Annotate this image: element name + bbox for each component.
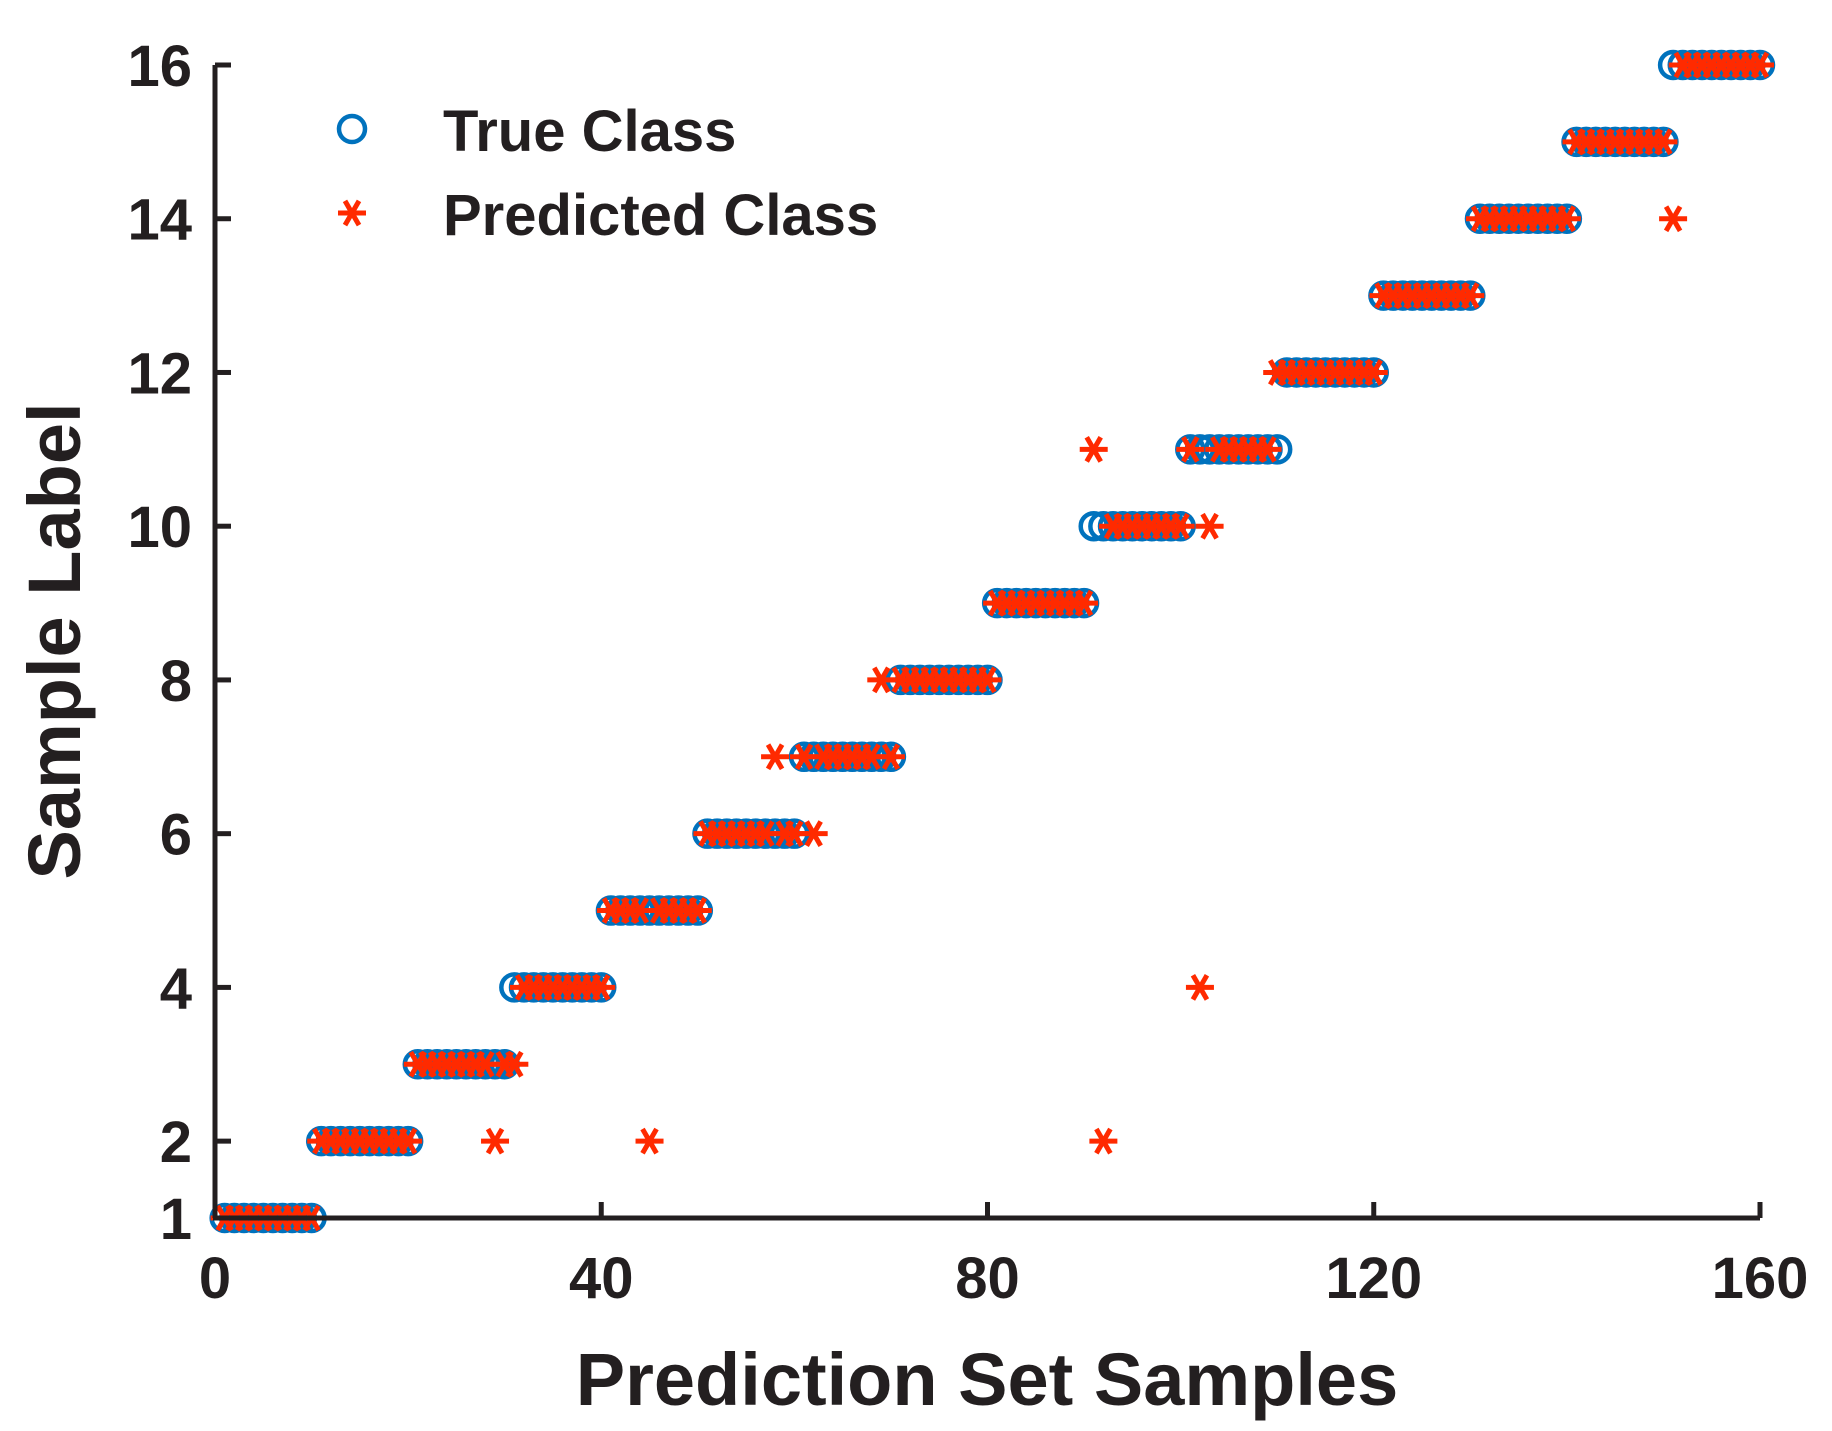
y-tick-label: 1 [160,1187,192,1252]
legend-true-class-label: True Class [443,99,736,164]
predicted-class-point [973,666,1002,694]
predicted-class-point [1176,435,1205,463]
predicted-class-point [1089,1127,1118,1155]
predicted-class-point [481,1127,510,1155]
predicted-class-point [1659,205,1688,233]
y-tick-label: 2 [160,1110,192,1175]
x-tick-label: 40 [569,1246,634,1311]
predicted-class-point [1649,128,1678,156]
x-axis-label: Prediction Set Samples [576,1338,1399,1421]
y-axis-label: Sample Label [13,402,96,879]
predicted-class-point [1195,512,1224,540]
x-tick-label: 0 [199,1246,231,1311]
y-tick-label: 10 [127,495,192,560]
predicted-class-point [1456,282,1485,309]
predicted-class-point [799,820,828,848]
legend: True Class Predicted Class [336,99,878,248]
y-tick-label: 6 [160,803,192,868]
predicted-class-point [1253,435,1282,463]
series-predicted-class [210,51,1774,1232]
predicted-class-point [1079,435,1108,463]
predicted-class-point [1070,589,1099,617]
predicted-class-point [1359,359,1388,386]
y-tick-label: 16 [127,34,192,99]
legend-asterisk [338,199,366,227]
series-layer [209,49,1776,1234]
x-tick-label: 80 [955,1246,1020,1311]
legend-predicted-class-label: Predicted Class [443,183,878,248]
y-tick-label: 8 [160,649,192,714]
predicted-class-point [761,743,790,771]
predicted-class-point [1185,974,1214,1001]
x-ticks: 0 40 80 120 160 [199,1202,1809,1311]
y-tick-label: 12 [127,341,192,406]
predicted-class-point [500,1050,529,1078]
x-tick-label: 160 [1712,1246,1809,1311]
y-tick-label: 4 [160,956,192,1021]
legend-true-class-marker [336,113,368,145]
predicted-class-point [587,974,616,1001]
predicted-class-point [1166,512,1195,540]
x-tick-label: 120 [1325,1246,1422,1311]
predicted-class-point [635,1127,664,1155]
predicted-class-point [1746,51,1774,79]
predicted-class-point [1552,205,1581,233]
predicted-class-point [683,897,712,924]
predicted-class-point [394,1127,423,1155]
legend-predicted-class-marker [338,199,366,227]
y-tick-label: 14 [127,188,192,253]
predicted-class-point [876,743,905,771]
